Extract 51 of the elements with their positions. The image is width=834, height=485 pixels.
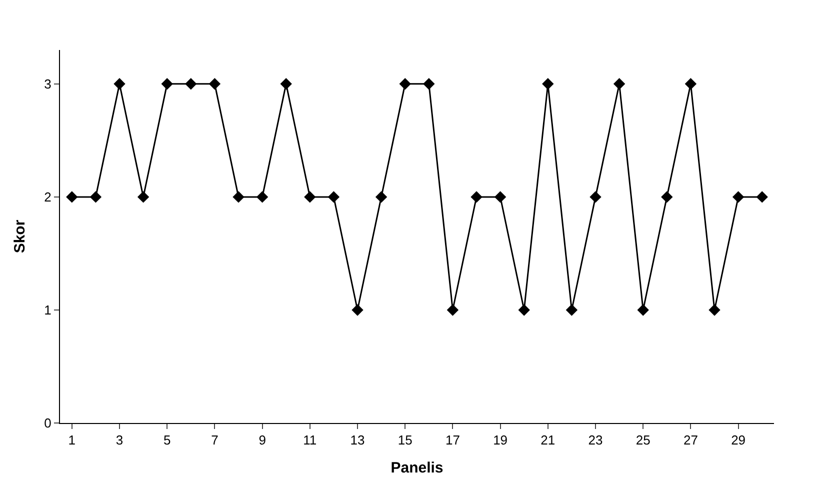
x-tick-label: 9 <box>258 432 266 448</box>
point <box>494 191 506 203</box>
x-tick-label: 15 <box>398 432 412 448</box>
x-tick-label: 7 <box>211 432 218 448</box>
y-tick-label: 1 <box>44 302 52 318</box>
x-tick-label: 5 <box>163 432 171 448</box>
x-tick-label: 11 <box>303 432 317 448</box>
x-tick-label: 1 <box>68 432 76 448</box>
x-tick-label: 25 <box>636 432 650 448</box>
y-tick-label: 3 <box>44 76 52 92</box>
x-tick-label: 29 <box>731 432 746 448</box>
point <box>161 78 173 90</box>
point <box>566 304 578 316</box>
point <box>399 78 411 90</box>
y-tick-label: 2 <box>44 189 52 204</box>
point <box>684 78 697 90</box>
point <box>542 78 554 90</box>
x-tick-label: 13 <box>350 432 365 448</box>
point <box>756 191 768 203</box>
y-tick-label: 0 <box>44 416 52 431</box>
point <box>137 191 150 203</box>
point <box>637 304 649 316</box>
point <box>66 191 78 203</box>
point <box>470 191 482 203</box>
point <box>732 191 744 203</box>
point <box>280 78 292 90</box>
y-axis-title: Skor <box>11 220 28 254</box>
point <box>208 78 221 90</box>
point <box>304 191 316 203</box>
x-axis-title: Panelis <box>390 460 444 477</box>
point <box>232 191 244 203</box>
point <box>590 191 602 203</box>
x-tick-label: 23 <box>588 432 603 448</box>
point <box>114 78 126 90</box>
x-tick-label: 3 <box>116 432 124 448</box>
point <box>352 304 364 316</box>
point <box>708 304 720 316</box>
point <box>446 304 459 316</box>
point <box>90 191 102 203</box>
point <box>256 191 268 203</box>
x-tick-label: 17 <box>445 432 460 448</box>
point <box>613 78 626 90</box>
x-tick-label: 27 <box>683 432 698 448</box>
point <box>328 191 340 203</box>
point <box>375 191 388 203</box>
x-tick-label: 21 <box>540 432 556 448</box>
x-tick-label: 19 <box>493 432 508 448</box>
point <box>185 78 197 90</box>
point <box>518 304 530 316</box>
point <box>661 191 673 203</box>
point <box>423 78 435 90</box>
